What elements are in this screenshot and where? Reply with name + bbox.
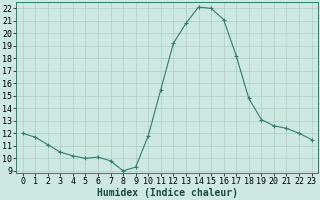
X-axis label: Humidex (Indice chaleur): Humidex (Indice chaleur) bbox=[97, 188, 237, 198]
